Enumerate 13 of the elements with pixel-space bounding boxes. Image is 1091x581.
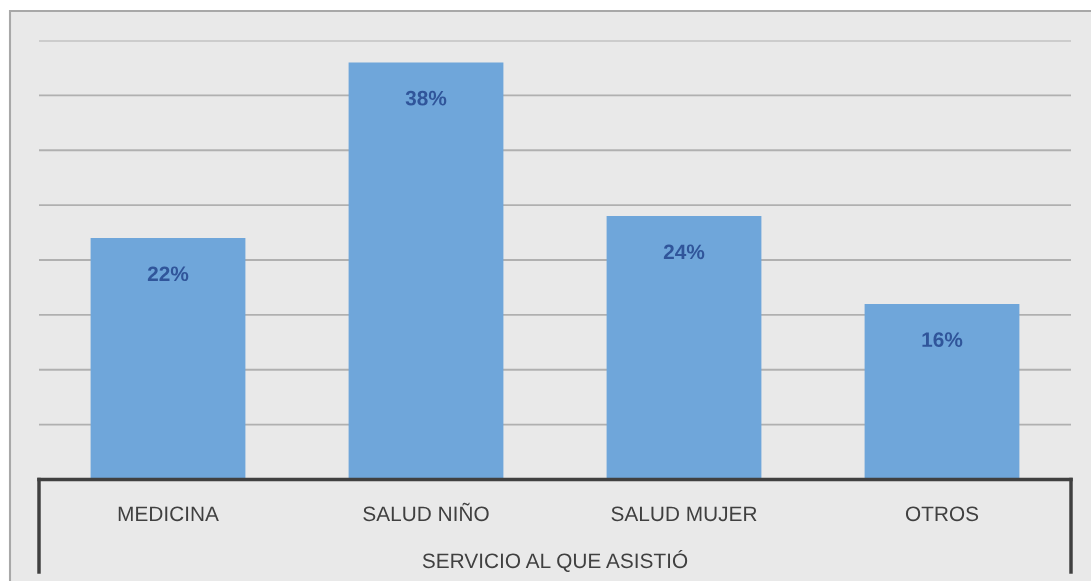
bar [864,303,1020,480]
x-tick-label: SALUD MUJER [611,506,757,522]
data-label: 22% [147,266,189,282]
data-label: 24% [663,244,705,260]
x-tick-label: MEDICINA [118,506,219,522]
x-tick-label: OTROS [905,506,979,522]
bar [606,216,762,480]
bar [90,238,246,480]
data-label: 16% [922,332,963,347]
bar [348,62,504,480]
x-axis-title: SERVICIO AL QUE ASISTIÓ [422,549,688,572]
x-tick-label: SALUD NIÑO [363,502,489,522]
data-label: 38% [405,90,447,106]
